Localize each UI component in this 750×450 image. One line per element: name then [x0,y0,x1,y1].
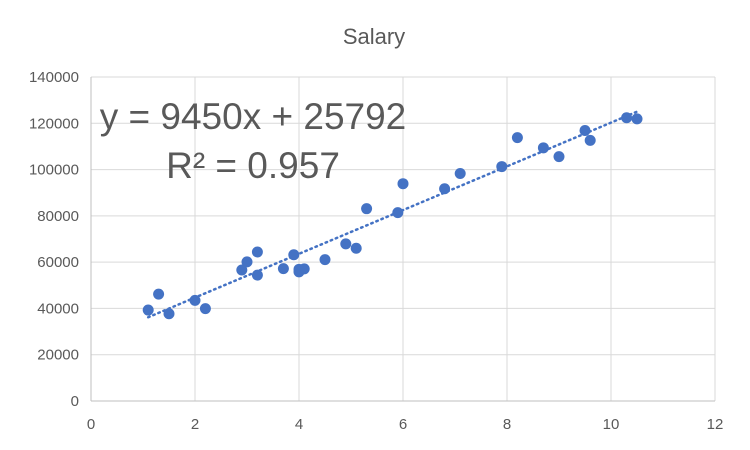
data-point [340,238,352,250]
data-point [496,161,508,173]
x-tick-label: 0 [87,416,95,433]
data-point [397,178,409,190]
data-point [350,242,362,254]
data-point [236,264,248,276]
trendline-equation-text: y = 9450x + 25792 [100,96,407,137]
y-tick-label: 100000 [29,162,79,179]
data-point [584,134,596,146]
x-tick-label: 4 [295,416,303,433]
axes [90,77,715,402]
data-point [277,263,289,275]
data-point [537,142,549,154]
data-point [553,151,565,163]
data-point [319,254,331,266]
x-tick-label: 10 [603,416,620,433]
y-tick-label: 60000 [37,254,79,271]
data-point [511,132,523,144]
data-point [241,256,253,268]
data-point [361,203,373,215]
y-tick-label: 120000 [29,115,79,132]
trendline-equation: y = 9450x + 25792 R² = 0.957 [100,96,407,186]
r-squared-text: R² = 0.957 [166,145,340,186]
data-point [439,183,451,195]
data-point [142,304,154,316]
y-tick-label: 0 [71,393,79,410]
data-point [153,288,165,300]
data-point [298,263,310,275]
y-tick-label: 80000 [37,208,79,225]
data-point [621,112,633,124]
x-tick-label: 6 [399,416,407,433]
data-point [392,207,404,219]
chart-title: Salary [343,24,405,49]
x-tick-label: 8 [503,416,511,433]
data-point [579,124,591,136]
y-tick-label: 40000 [37,300,79,317]
data-point [288,249,300,261]
data-points [142,112,643,320]
data-point [251,246,263,258]
trendline [146,110,639,319]
x-tick-label: 12 [707,416,724,433]
data-point [199,303,211,315]
data-point [631,113,643,125]
trendline-layer [146,110,639,319]
y-tick-label: 140000 [29,69,79,86]
data-point [454,168,466,180]
data-point [163,308,175,320]
x-tick-label: 2 [191,416,199,433]
y-tick-label: 20000 [37,347,79,364]
data-point [251,269,263,281]
gridlines [91,76,716,401]
data-point [189,294,201,306]
tick-labels: 0 20000 40000 60000 80000 100000 120000 140000 0… [29,69,723,433]
